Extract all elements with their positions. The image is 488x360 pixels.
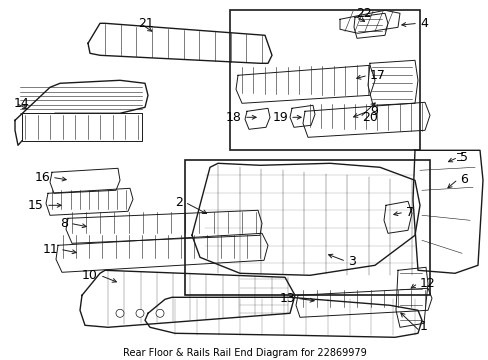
Circle shape [156, 309, 163, 317]
Text: 2: 2 [175, 196, 183, 209]
Text: 19: 19 [272, 111, 287, 124]
Polygon shape [56, 233, 267, 272]
Polygon shape [289, 105, 314, 127]
Polygon shape [383, 201, 411, 233]
Polygon shape [66, 210, 262, 243]
Polygon shape [145, 297, 421, 337]
Text: 15: 15 [28, 199, 44, 212]
Polygon shape [192, 163, 419, 275]
Polygon shape [244, 108, 269, 129]
Text: 21: 21 [138, 17, 153, 30]
Polygon shape [367, 60, 417, 105]
Bar [229, 10, 419, 150]
Polygon shape [88, 23, 271, 63]
Text: 5: 5 [459, 151, 467, 164]
Polygon shape [303, 102, 429, 137]
Polygon shape [353, 13, 387, 38]
Polygon shape [412, 150, 482, 273]
Text: 16: 16 [34, 171, 50, 184]
Text: 12: 12 [419, 277, 435, 290]
Text: 1: 1 [419, 320, 427, 333]
Polygon shape [395, 267, 427, 327]
Text: 22: 22 [355, 7, 371, 20]
Polygon shape [46, 188, 133, 215]
Text: 3: 3 [347, 255, 355, 268]
Text: 17: 17 [369, 69, 385, 82]
Polygon shape [80, 270, 294, 327]
Bar [184, 160, 429, 295]
Text: 13: 13 [279, 292, 294, 305]
Text: 4: 4 [419, 17, 427, 30]
Polygon shape [339, 10, 399, 33]
Circle shape [116, 309, 124, 317]
Polygon shape [295, 288, 431, 317]
Text: 18: 18 [225, 111, 242, 124]
Polygon shape [50, 168, 120, 193]
Text: 10: 10 [82, 269, 98, 282]
Text: Rear Floor & Rails Rail End Diagram for 22869979: Rear Floor & Rails Rail End Diagram for … [122, 348, 366, 358]
Polygon shape [236, 65, 374, 103]
Text: 6: 6 [459, 173, 467, 186]
Text: 14: 14 [14, 97, 30, 110]
Text: 8: 8 [60, 217, 68, 230]
Circle shape [136, 309, 143, 317]
Polygon shape [15, 80, 148, 145]
Text: 7: 7 [405, 206, 413, 219]
Text: 11: 11 [42, 243, 58, 256]
Text: 9: 9 [369, 105, 377, 118]
Bar [22, 113, 142, 141]
Text: 20: 20 [361, 111, 377, 124]
